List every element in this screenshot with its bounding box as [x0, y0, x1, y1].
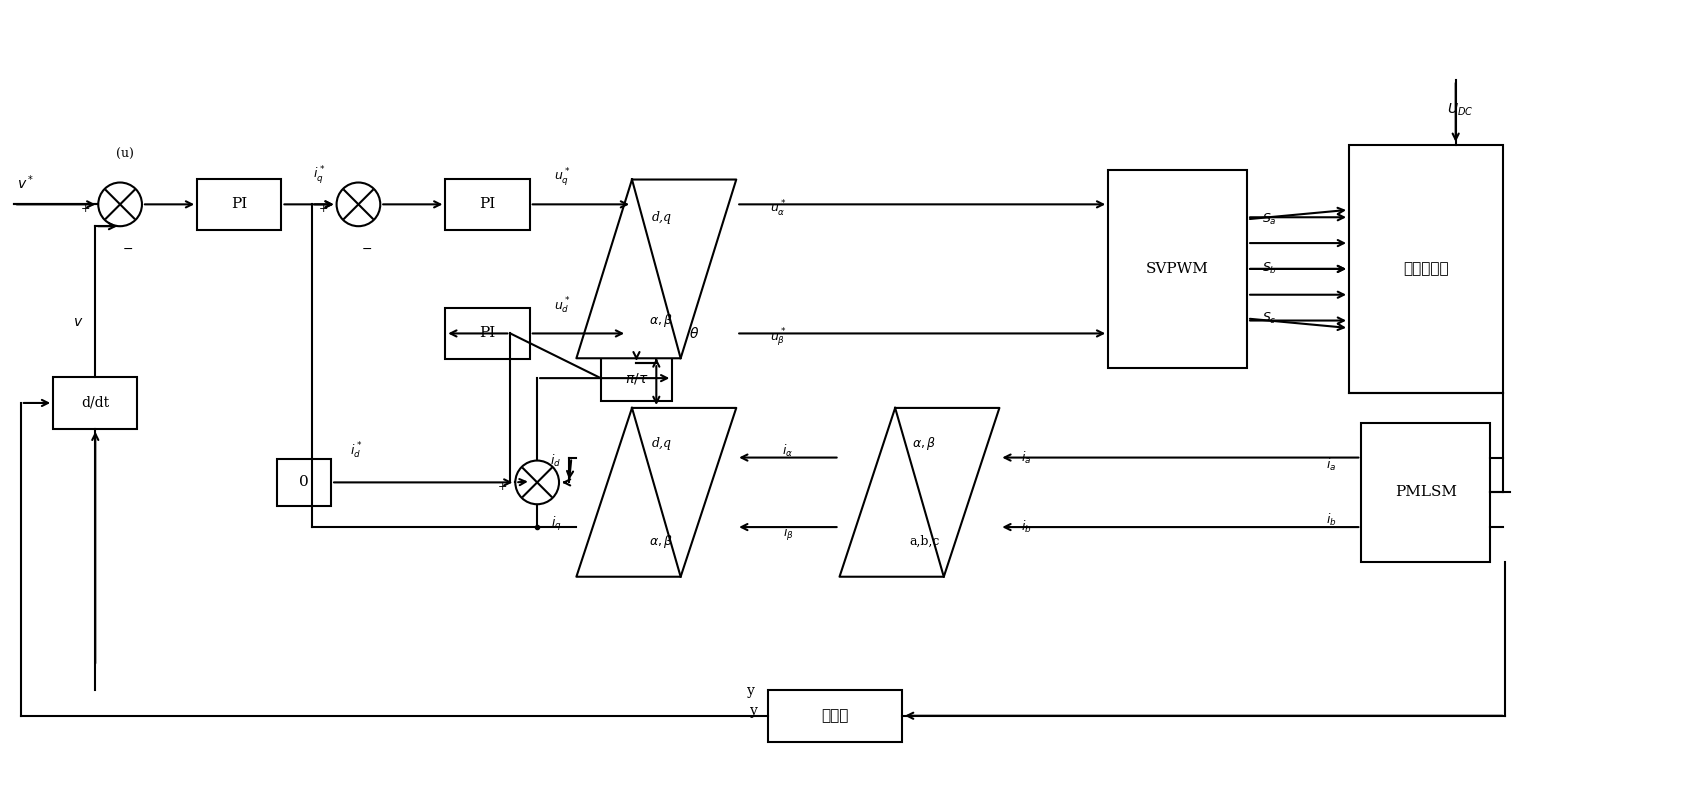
Text: $i_b$: $i_b$	[1021, 519, 1031, 535]
Text: d,q: d,q	[652, 437, 672, 450]
Text: y: y	[749, 703, 758, 718]
Text: $i_\beta$: $i_\beta$	[783, 525, 793, 543]
FancyBboxPatch shape	[1349, 145, 1502, 393]
Text: PI: PI	[479, 197, 496, 212]
Text: $i_q$: $i_q$	[550, 515, 562, 533]
Text: $u_q^*$: $u_q^*$	[554, 166, 571, 188]
Text: $u_\alpha^*$: $u_\alpha^*$	[770, 199, 787, 220]
Polygon shape	[576, 179, 736, 358]
Text: +: +	[498, 482, 506, 492]
Text: +: +	[81, 205, 89, 214]
Text: 0: 0	[299, 475, 309, 489]
Circle shape	[515, 461, 559, 504]
Text: $i_d^*$: $i_d^*$	[351, 440, 363, 461]
Text: $i_a$: $i_a$	[1021, 450, 1031, 465]
Text: $S_b$: $S_b$	[1263, 262, 1278, 277]
Text: PI: PI	[479, 327, 496, 340]
Text: d,q: d,q	[652, 211, 672, 224]
Circle shape	[336, 182, 380, 226]
Text: a,b,c: a,b,c	[910, 535, 940, 548]
Text: $i_d$: $i_d$	[550, 453, 562, 469]
Text: PI: PI	[231, 197, 248, 212]
FancyBboxPatch shape	[1107, 170, 1247, 368]
FancyBboxPatch shape	[277, 458, 331, 506]
Text: $S_a$: $S_a$	[1263, 212, 1276, 227]
Text: $i_a$: $i_a$	[1327, 457, 1337, 473]
Text: $\theta$: $\theta$	[689, 326, 699, 341]
FancyBboxPatch shape	[52, 377, 137, 429]
FancyBboxPatch shape	[1361, 423, 1491, 561]
Text: $-$: $-$	[540, 519, 550, 533]
Text: $\pi/\tau$: $\pi/\tau$	[625, 370, 648, 385]
FancyBboxPatch shape	[197, 178, 282, 230]
Text: 光栅尺: 光栅尺	[822, 709, 849, 722]
Text: $u_d^*$: $u_d^*$	[554, 296, 571, 316]
Text: (u): (u)	[116, 148, 133, 161]
Text: 三相逆变器: 三相逆变器	[1403, 262, 1448, 276]
FancyBboxPatch shape	[446, 308, 530, 359]
Text: $i_q^*$: $i_q^*$	[312, 163, 326, 186]
Text: $-$: $-$	[123, 242, 133, 255]
Text: $-$: $-$	[361, 242, 371, 255]
Text: $\alpha,\beta$: $\alpha,\beta$	[650, 312, 674, 329]
Text: $v$: $v$	[73, 315, 83, 328]
Text: $S_c$: $S_c$	[1263, 311, 1276, 326]
Text: y: y	[746, 684, 755, 698]
Text: $\alpha,\beta$: $\alpha,\beta$	[650, 533, 674, 550]
Polygon shape	[839, 408, 999, 577]
Text: $u_\beta^*$: $u_\beta^*$	[770, 328, 787, 350]
Text: d/dt: d/dt	[81, 396, 110, 410]
FancyBboxPatch shape	[768, 690, 901, 741]
Text: SVPWM: SVPWM	[1146, 262, 1209, 276]
Text: PMLSM: PMLSM	[1394, 485, 1457, 500]
Text: $i_b$: $i_b$	[1325, 512, 1337, 528]
Polygon shape	[576, 408, 736, 577]
Text: $v^*$: $v^*$	[17, 173, 34, 192]
FancyBboxPatch shape	[601, 355, 672, 401]
Text: $i_\alpha$: $i_\alpha$	[782, 442, 793, 458]
Text: $U_{DC}$: $U_{DC}$	[1447, 102, 1474, 118]
Text: +: +	[319, 205, 329, 214]
FancyBboxPatch shape	[446, 178, 530, 230]
Text: $\alpha,\beta$: $\alpha,\beta$	[912, 435, 937, 452]
Circle shape	[98, 182, 142, 226]
